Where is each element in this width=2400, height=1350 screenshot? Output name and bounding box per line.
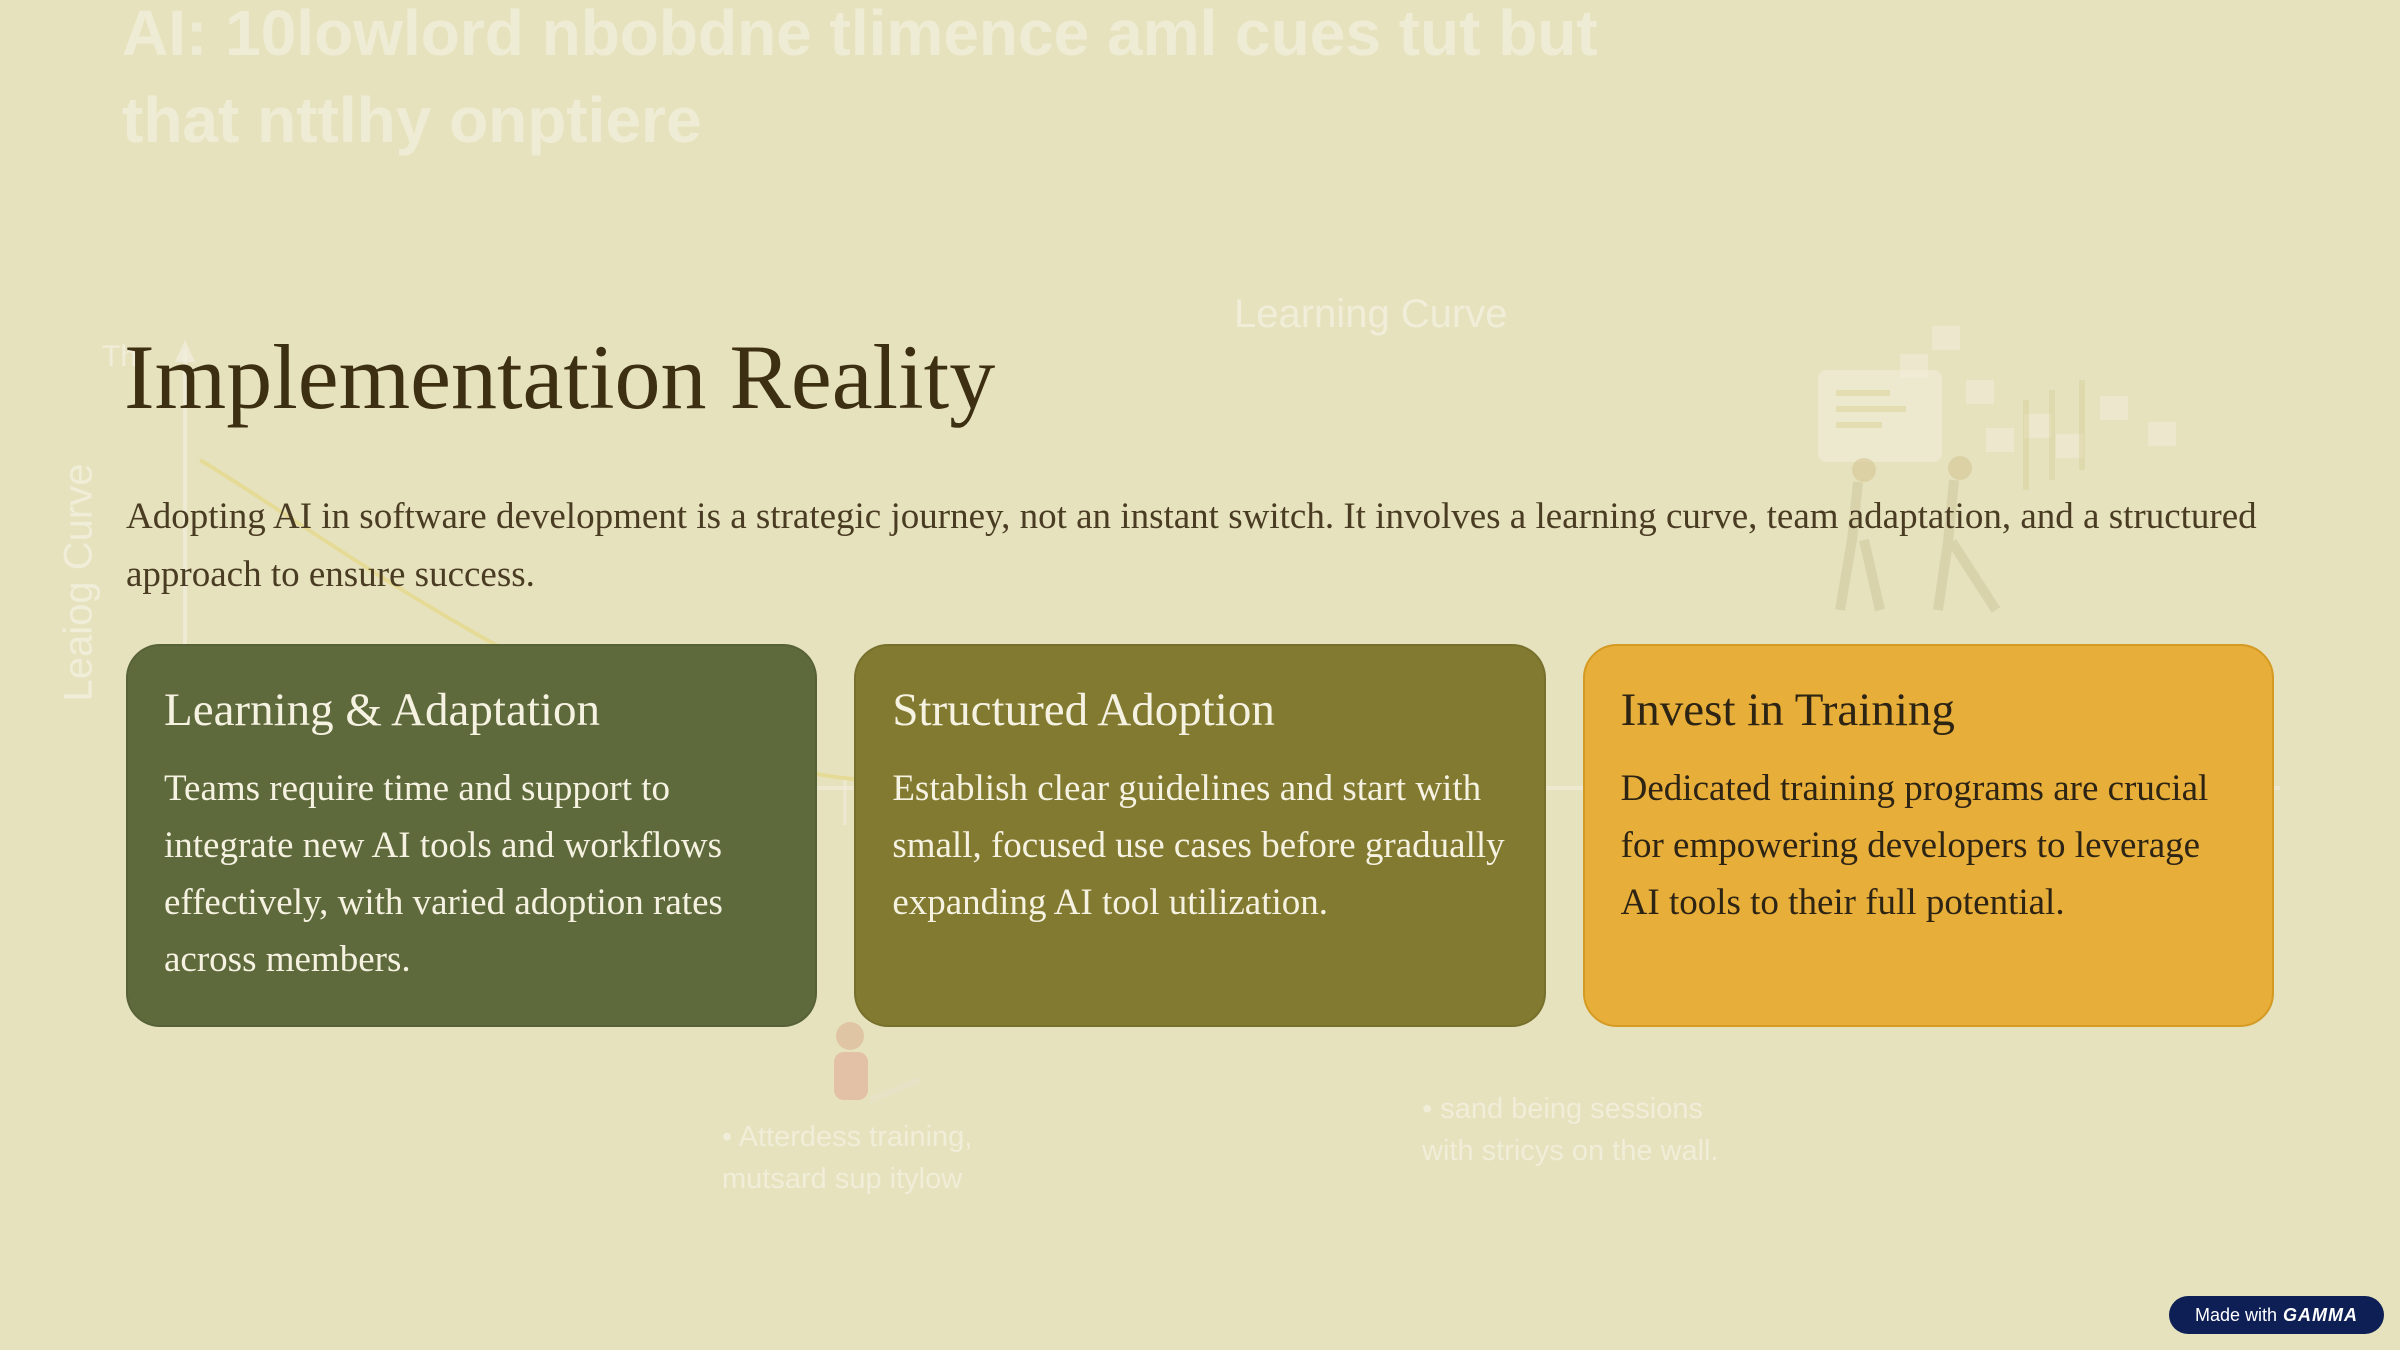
card-heading: Learning & Adaptation: [164, 684, 600, 736]
background-person-illustration: [834, 1022, 922, 1103]
card-body: Dedicated training programs are crucial …: [1620, 768, 2209, 923]
card-structured-adoption: Structured Adoption Establish clear guid…: [854, 644, 1546, 1027]
gamma-logo: GAMMA: [2283, 1304, 2358, 1325]
background-headline: AI: 10lowlord nbobdne tlimence aml cues …: [122, 0, 1598, 156]
background-bullet-1: • Atterdess training, mutsard sup itylow: [722, 1121, 973, 1195]
card-heading: Structured Adoption: [892, 684, 1275, 736]
slide-subtitle: Adopting AI in software development is a…: [126, 496, 2257, 595]
card-learning-adaptation: Learning & Adaptation Teams require time…: [126, 644, 818, 1027]
card-heading: Invest in Training: [1620, 684, 1955, 736]
background-chart-title: Learning Curve: [1234, 292, 1508, 336]
background-bullet-2: • sand being sessions with stricys on th…: [1422, 1093, 1719, 1167]
badge-prefix: Made with: [2194, 1304, 2277, 1325]
slide-title: Implementation Reality: [124, 326, 996, 428]
background-y-axis-label: Leaiog Curve: [56, 463, 101, 702]
card-body: Establish clear guidelines and start wit…: [892, 768, 1505, 923]
made-with-gamma-badge[interactable]: Made with GAMMA: [2168, 1296, 2384, 1334]
card-body: Teams require time and support to integr…: [164, 768, 723, 980]
card-invest-training: Invest in Training Dedicated training pr…: [1582, 644, 2274, 1027]
card-row: Learning & Adaptation Teams require time…: [126, 644, 2274, 1027]
